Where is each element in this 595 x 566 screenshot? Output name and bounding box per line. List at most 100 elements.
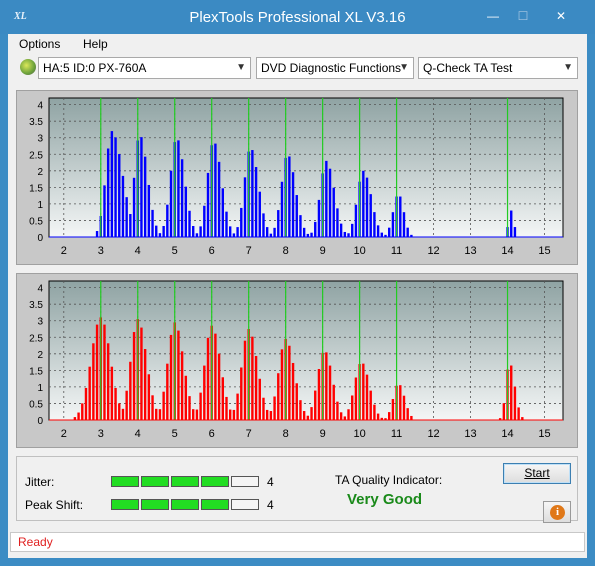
histogram-bar xyxy=(339,223,343,237)
info-icon: i xyxy=(550,505,565,520)
chevron-down-icon: ▼ xyxy=(563,62,573,73)
histogram-bar xyxy=(410,415,413,420)
histogram-bar xyxy=(243,340,247,420)
x-tick-label: 2 xyxy=(61,428,67,440)
histogram-bar xyxy=(180,159,184,237)
histogram-bar xyxy=(336,401,339,420)
y-tick-label: 0.5 xyxy=(29,399,43,410)
histogram-bar xyxy=(88,366,91,420)
histogram-bar xyxy=(214,333,217,420)
x-tick-label: 12 xyxy=(427,428,439,440)
histogram-bar xyxy=(177,140,180,237)
drive-select-value: HA:5 ID:0 PX-760A xyxy=(43,61,147,75)
x-tick-label: 6 xyxy=(209,245,215,257)
window-title: PlexTools Professional XL V3.16 xyxy=(189,9,406,26)
histogram-bar xyxy=(299,400,302,420)
x-tick-label: 7 xyxy=(246,428,252,440)
start-button-label: Start xyxy=(524,466,550,480)
peak-shift-meter-segment xyxy=(171,499,199,510)
histogram-bar xyxy=(195,233,199,237)
status-text: Ready xyxy=(18,535,53,549)
test-select[interactable]: Q-Check TA Test ▼ xyxy=(418,57,578,79)
x-tick-label: 4 xyxy=(135,428,141,440)
histogram-bar xyxy=(510,365,513,420)
histogram-bar xyxy=(343,231,347,237)
x-tick-label: 8 xyxy=(283,245,289,257)
histogram-bar xyxy=(265,227,269,237)
histogram-bar xyxy=(151,209,154,237)
histogram-bar xyxy=(73,417,77,420)
histogram-bar xyxy=(140,137,143,237)
histogram-bar xyxy=(306,233,310,237)
x-tick-label: 14 xyxy=(501,428,513,440)
info-button[interactable]: i xyxy=(543,501,571,523)
histogram-bar xyxy=(295,195,298,237)
jitter-chart: 0 0.5 1 1.5 2 2.5 3 3.5 4 2 3 4 5 6 7 8 9 10 11 12 13 14 15 xyxy=(29,97,564,257)
histogram-bar xyxy=(95,231,99,237)
histogram-bar xyxy=(158,409,162,420)
histogram-bar xyxy=(391,212,395,237)
histogram-bar xyxy=(103,324,106,420)
y-tick-label: 0 xyxy=(37,416,43,427)
histogram-bar xyxy=(203,365,206,420)
ta-quality-label: TA Quality Indicator: xyxy=(335,473,443,487)
minimize-button[interactable]: — xyxy=(487,9,499,23)
histogram-bar xyxy=(243,177,247,237)
histogram-bar xyxy=(228,409,232,420)
histogram-bar xyxy=(236,227,239,237)
histogram-bar xyxy=(314,221,317,237)
histogram-bar xyxy=(143,349,147,420)
histogram-bar xyxy=(121,175,125,237)
maximize-button[interactable]: ☐ xyxy=(517,9,529,23)
y-tick-label: 2.5 xyxy=(29,333,43,344)
histogram-bar xyxy=(351,395,354,420)
status-bar: Ready xyxy=(10,532,585,552)
histogram-bar xyxy=(129,214,132,237)
drive-select[interactable]: HA:5 ID:0 PX-760A ▼ xyxy=(38,57,251,79)
peak-shift-meter-segment xyxy=(231,499,259,510)
histogram-bar xyxy=(177,330,180,420)
peak-shift-label: Peak Shift: xyxy=(25,498,84,512)
x-tick-label: 6 xyxy=(209,428,215,440)
histogram-bar xyxy=(384,234,387,237)
function-select[interactable]: DVD Diagnostic Functions ▼ xyxy=(256,57,414,79)
start-button[interactable]: Start xyxy=(503,463,571,484)
histogram-bar xyxy=(81,403,84,420)
y-tick-label: 3 xyxy=(37,317,43,328)
jitter-meter-segment xyxy=(171,476,199,487)
peak-shift-meter xyxy=(111,499,261,511)
jitter-value: 4 xyxy=(267,475,274,489)
title-bar[interactable]: XL PlexTools Professional XL V3.16 — ☐ ✕ xyxy=(0,0,595,34)
histogram-bar xyxy=(232,233,236,237)
histogram-bar xyxy=(328,168,332,237)
histogram-bar xyxy=(166,363,169,420)
histogram-bar xyxy=(192,225,195,237)
histogram-bar xyxy=(365,374,369,420)
histogram-bar xyxy=(95,324,99,420)
histogram-bar xyxy=(236,393,239,420)
histogram-bar xyxy=(380,232,384,237)
histogram-bar xyxy=(106,148,110,237)
histogram-bar xyxy=(228,226,232,237)
x-tick-label: 4 xyxy=(135,245,141,257)
histogram-bar xyxy=(147,374,151,420)
histogram-bar xyxy=(221,377,224,420)
menu-help[interactable]: Help xyxy=(83,37,108,51)
x-tick-label: 8 xyxy=(283,428,289,440)
peakshift-chart: 0 0.5 1 1.5 2 2.5 3 3.5 4 2 3 4 5 6 7 8 9 10 11 12 13 14 15 xyxy=(29,280,564,440)
peak-shift-value: 4 xyxy=(267,498,274,512)
histogram-bar xyxy=(332,187,335,237)
histogram-bar xyxy=(402,395,406,420)
histogram-bar xyxy=(310,232,313,237)
close-button[interactable]: ✕ xyxy=(555,9,567,23)
ta-quality-value: Very Good xyxy=(347,491,423,508)
histogram-bar xyxy=(347,233,350,237)
histogram-bar xyxy=(306,415,310,420)
histogram-bar xyxy=(118,154,121,237)
x-tick-label: 3 xyxy=(98,428,104,440)
histogram-bar xyxy=(399,385,402,420)
menu-options[interactable]: Options xyxy=(19,37,61,51)
results-panel: Jitter: 4 Peak Shift: 4 TA Quality Indic… xyxy=(16,456,578,523)
histogram-bar xyxy=(336,208,339,237)
histogram-bar xyxy=(502,403,506,420)
